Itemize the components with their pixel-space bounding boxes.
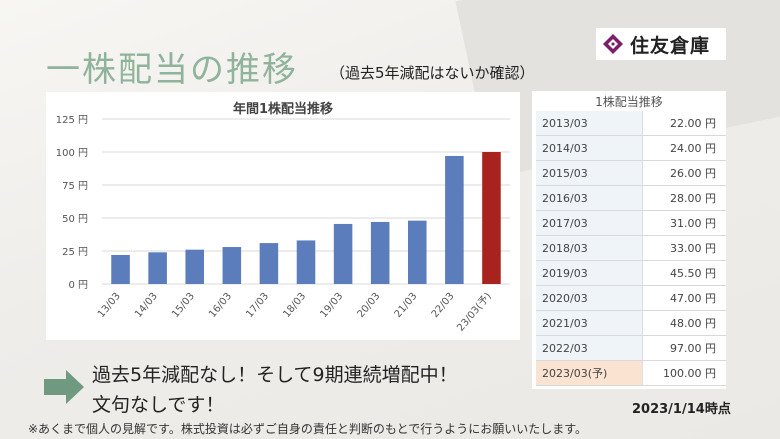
bar [222, 247, 242, 284]
disclaimer: ※あくまで個人の見解です。株式投資は必ずご自身の責任と判断のもとで行うようにお願… [28, 422, 588, 436]
y-tick-label: 0 円 [68, 280, 88, 291]
table-cell-year: 2019/03 [536, 260, 643, 286]
table-row: 2019/03 45.50 円 [536, 260, 726, 286]
company-logo: 住友倉庫 [596, 28, 726, 60]
table-cell-value: 31.00 円 [642, 210, 726, 236]
bar [296, 240, 316, 284]
table-cell-value: 48.00 円 [642, 310, 726, 336]
table-row: 2020/03 47.00 円 [536, 285, 726, 311]
logo-mark-icon [603, 34, 623, 54]
table-cell-value: 33.00 円 [642, 235, 726, 261]
table-cell-value: 26.00 円 [642, 160, 726, 186]
x-tick-label: 16/03 [207, 291, 234, 320]
y-tick-label: 100 円 [56, 148, 88, 159]
x-tick-label: 18/03 [281, 291, 308, 320]
y-tick-label: 125 円 [56, 115, 88, 126]
bar [185, 249, 204, 284]
x-tick-label: 14/03 [133, 291, 160, 320]
table-cell-year: 2017/03 [536, 210, 643, 236]
x-tick-label: 22/03 [430, 291, 457, 320]
table-row: 2016/03 28.00 円 [536, 185, 726, 211]
table-cell-year: 2022/03 [536, 335, 643, 361]
chart-panel: 年間1株配当推移 0 円 25 円 50 円 75 円 100 円 125 円 13/03 1… [46, 92, 520, 340]
table-cell-value: 24.00 円 [642, 135, 726, 161]
message-line-2: 文句なしです！ [92, 394, 225, 416]
table-row: 2014/03 24.00 円 [536, 135, 726, 161]
y-tick-label: 50 円 [62, 214, 88, 225]
table-row-forecast: 2023/03(予) 100.00 円 [536, 360, 726, 386]
table-cell-value: 97.00 円 [642, 335, 726, 361]
table-row: 2022/03 97.00 円 [536, 335, 726, 361]
chart-title: 年間1株配当推移 [232, 102, 334, 117]
as-of-date: 2023/1/14時点 [632, 402, 731, 417]
x-tick-label: 15/03 [170, 291, 197, 320]
bar [333, 223, 353, 284]
table-cell-value: 100.00 円 [642, 360, 726, 386]
table-title: 1株配当推移 [595, 95, 663, 109]
table-cell-year: 2015/03 [536, 160, 643, 186]
table-cell-value: 28.00 円 [642, 185, 726, 211]
x-tick-label: 19/03 [318, 291, 345, 320]
bar [148, 252, 167, 284]
y-tick-label: 25 円 [62, 247, 88, 258]
table-cell-value: 45.50 円 [642, 260, 726, 286]
table-cell-year: 2020/03 [536, 285, 643, 311]
table-row: 2018/03 33.00 円 [536, 235, 726, 261]
table-cell-year: 2021/03 [536, 310, 643, 336]
page-title: 一株配当の推移 [46, 50, 298, 90]
logo-text: 住友倉庫 [630, 34, 711, 57]
x-tick-label: 20/03 [356, 291, 383, 320]
table-cell-year: 2013/03 [536, 111, 643, 136]
table-cell-year: 2016/03 [536, 185, 643, 211]
table-cell-year: 2023/03(予) [536, 360, 643, 386]
page-subtitle: （過去5年減配はないか確認） [330, 64, 535, 82]
x-tick-label: 23/03(予) [455, 290, 494, 334]
x-tick-label: 21/03 [393, 291, 420, 320]
table-row: 2021/03 48.00 円 [536, 310, 726, 336]
table-cell-value: 47.00 円 [642, 285, 726, 311]
y-tick-label: 75 円 [62, 181, 88, 192]
bar [445, 155, 464, 284]
x-tick-label: 13/03 [96, 291, 123, 320]
table-cell-year: 2018/03 [536, 235, 643, 261]
bar [408, 220, 427, 284]
dividend-table-panel: 1株配当推移 2013/03 22.00 円 2014/03 24.00 円 201… [532, 91, 726, 389]
bar-forecast [482, 152, 501, 284]
message-line-1: 過去5年減配なし！そして9期連続増配中！ [92, 364, 458, 386]
table-cell-value: 22.00 円 [642, 111, 726, 136]
table-row: 2015/03 26.00 円 [536, 160, 726, 186]
bar [111, 254, 130, 284]
bar [259, 243, 279, 284]
bar-chart: 0 円 25 円 50 円 75 円 100 円 125 円 13/03 14/03 15/03… [56, 115, 510, 334]
table-row: 2013/03 22.00 円 [536, 111, 726, 136]
table-row: 2017/03 31.00 円 [536, 210, 726, 236]
x-tick-label: 17/03 [244, 291, 271, 320]
arrow-right-icon [44, 370, 84, 404]
dividend-table: 2013/03 22.00 円 2014/03 24.00 円 2015/03 26.… [536, 111, 726, 386]
bar [370, 221, 390, 284]
table-cell-year: 2014/03 [536, 135, 643, 161]
